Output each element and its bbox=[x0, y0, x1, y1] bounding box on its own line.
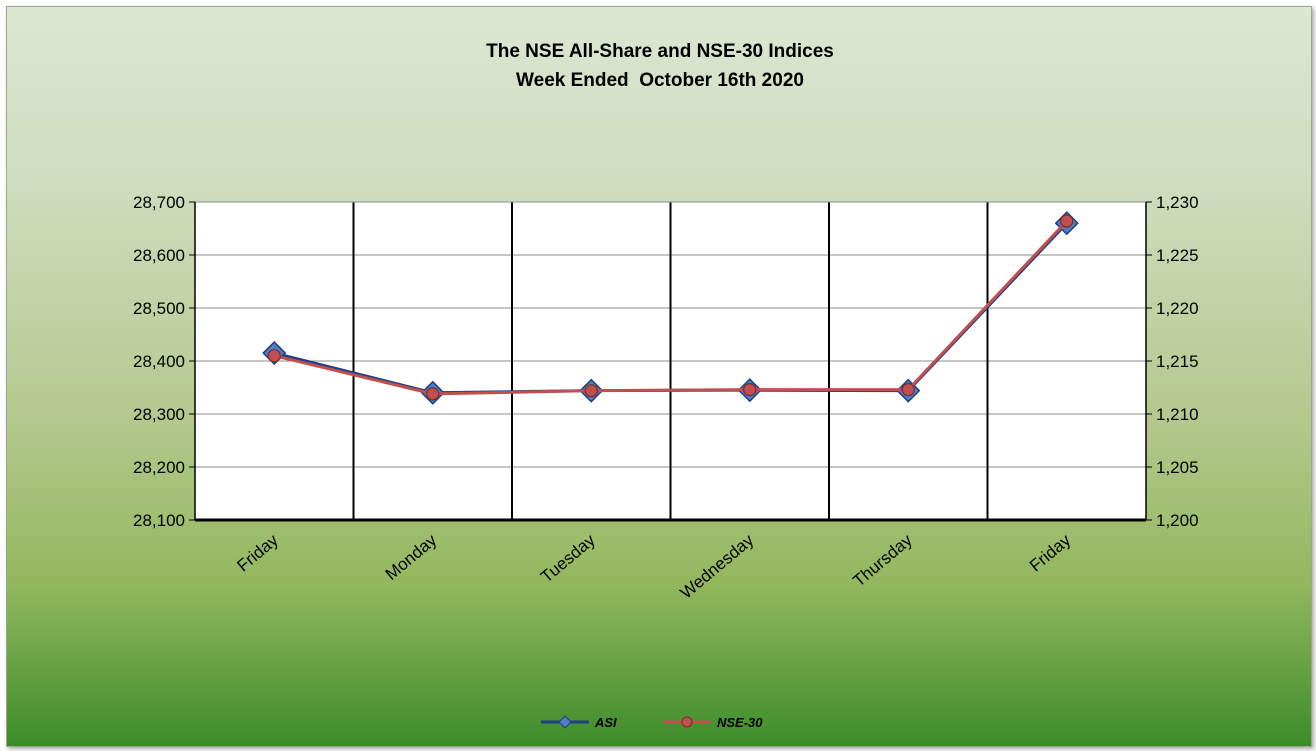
legend-label-asi: ASI bbox=[594, 715, 617, 730]
y-left-tick-label: 28,300 bbox=[133, 405, 185, 424]
legend-label-nse-30: NSE-30 bbox=[717, 715, 763, 730]
y-right-tick-label: 1,215 bbox=[1156, 352, 1199, 371]
x-tick-label: Friday bbox=[233, 530, 282, 575]
series-layer bbox=[262, 211, 1079, 405]
grid-layer bbox=[195, 201, 1146, 520]
point-nse-30 bbox=[426, 387, 440, 401]
y-left-tick-label: 28,500 bbox=[133, 299, 185, 318]
y-right-tick-label: 1,220 bbox=[1156, 299, 1199, 318]
x-tick-label: Wednesday bbox=[677, 530, 758, 602]
x-tick-label: Thursday bbox=[849, 530, 916, 590]
x-tick-label: Friday bbox=[1026, 530, 1075, 575]
y-left-tick-label: 28,100 bbox=[133, 511, 185, 530]
point-nse-30 bbox=[584, 384, 598, 398]
point-nse-30 bbox=[267, 349, 281, 363]
x-tick-label: Tuesday bbox=[537, 530, 599, 586]
y-left-tick-label: 28,400 bbox=[133, 352, 185, 371]
y-right-tick-label: 1,230 bbox=[1156, 193, 1199, 212]
legend-marker-nse-30 bbox=[681, 716, 693, 728]
series-line-nse-30 bbox=[273, 220, 1068, 396]
chart-frame: The NSE All-Share and NSE-30 Indices Wee… bbox=[6, 6, 1312, 747]
y-left-tick-label: 28,700 bbox=[133, 193, 185, 212]
point-nse-30 bbox=[1060, 214, 1074, 228]
point-nse-30 bbox=[901, 383, 915, 397]
point-nse-30 bbox=[743, 383, 757, 397]
legend: ASI NSE-30 bbox=[541, 715, 763, 730]
chart-svg: The NSE All-Share and NSE-30 Indices Wee… bbox=[133, 41, 1199, 730]
y-left-tick-label: 28,200 bbox=[133, 458, 185, 477]
x-tick-label: Monday bbox=[382, 530, 441, 584]
y-right-tick-label: 1,210 bbox=[1156, 405, 1199, 424]
y-right-tick-label: 1,200 bbox=[1156, 511, 1199, 530]
y-right-tick-label: 1,205 bbox=[1156, 458, 1199, 477]
y-left-tick-label: 28,600 bbox=[133, 246, 185, 265]
legend-marker-asi bbox=[558, 715, 572, 729]
y-right-tick-label: 1,225 bbox=[1156, 246, 1199, 265]
chart-title: The NSE All-Share and NSE-30 Indices bbox=[486, 41, 834, 62]
chart-subtitle: Week Ended October 16th 2020 bbox=[516, 70, 804, 91]
